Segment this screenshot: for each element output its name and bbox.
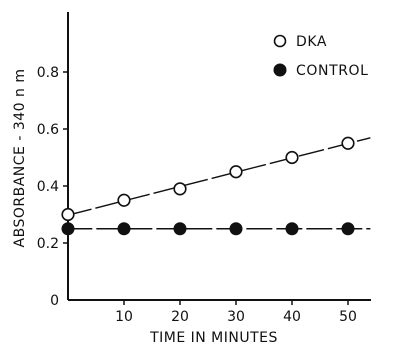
point-control-50 xyxy=(341,222,355,236)
axes-layer xyxy=(67,12,371,301)
y-tick-label-0-8: 0.8 xyxy=(37,65,59,81)
point-dka-10 xyxy=(117,193,131,207)
legend: DKA CONTROL xyxy=(273,34,369,79)
series-line-dka xyxy=(66,137,371,217)
series-points xyxy=(61,136,355,236)
x-tick-label-30: 30 xyxy=(227,309,245,325)
point-dka-30 xyxy=(229,165,243,179)
y-tick-label-0: 0 xyxy=(50,293,59,309)
point-dka-40 xyxy=(285,150,299,165)
point-control-20 xyxy=(173,222,187,236)
point-dka-20 xyxy=(173,182,187,196)
y-tick-label-0-2: 0.2 xyxy=(37,236,59,252)
x-tick-label-20: 20 xyxy=(171,309,189,325)
point-dka-50 xyxy=(341,136,355,150)
legend-marker-control xyxy=(273,63,287,77)
legend-marker-dka xyxy=(273,34,287,48)
point-control-40 xyxy=(285,222,299,236)
ticks-layer: 10 20 30 40 50 0 0.2 0.4 0.6 0.8 xyxy=(37,65,357,325)
legend-label-dka: DKA xyxy=(296,34,327,50)
y-tick-label-0-4: 0.4 xyxy=(37,179,59,195)
point-dka-0 xyxy=(61,207,75,222)
y-axis-title: ABSORBANCE - 340 n m xyxy=(12,69,28,248)
point-control-0 xyxy=(61,222,75,236)
series-lines xyxy=(66,137,371,230)
x-tick-label-50: 50 xyxy=(339,309,357,325)
x-tick-label-40: 40 xyxy=(283,309,301,325)
point-control-10 xyxy=(117,222,131,236)
point-control-30 xyxy=(229,222,243,236)
legend-label-control: CONTROL xyxy=(296,63,369,79)
y-tick-label-0-6: 0.6 xyxy=(37,122,59,138)
x-tick-label-10: 10 xyxy=(115,309,133,325)
x-axis-title: TIME IN MINUTES xyxy=(149,330,278,346)
